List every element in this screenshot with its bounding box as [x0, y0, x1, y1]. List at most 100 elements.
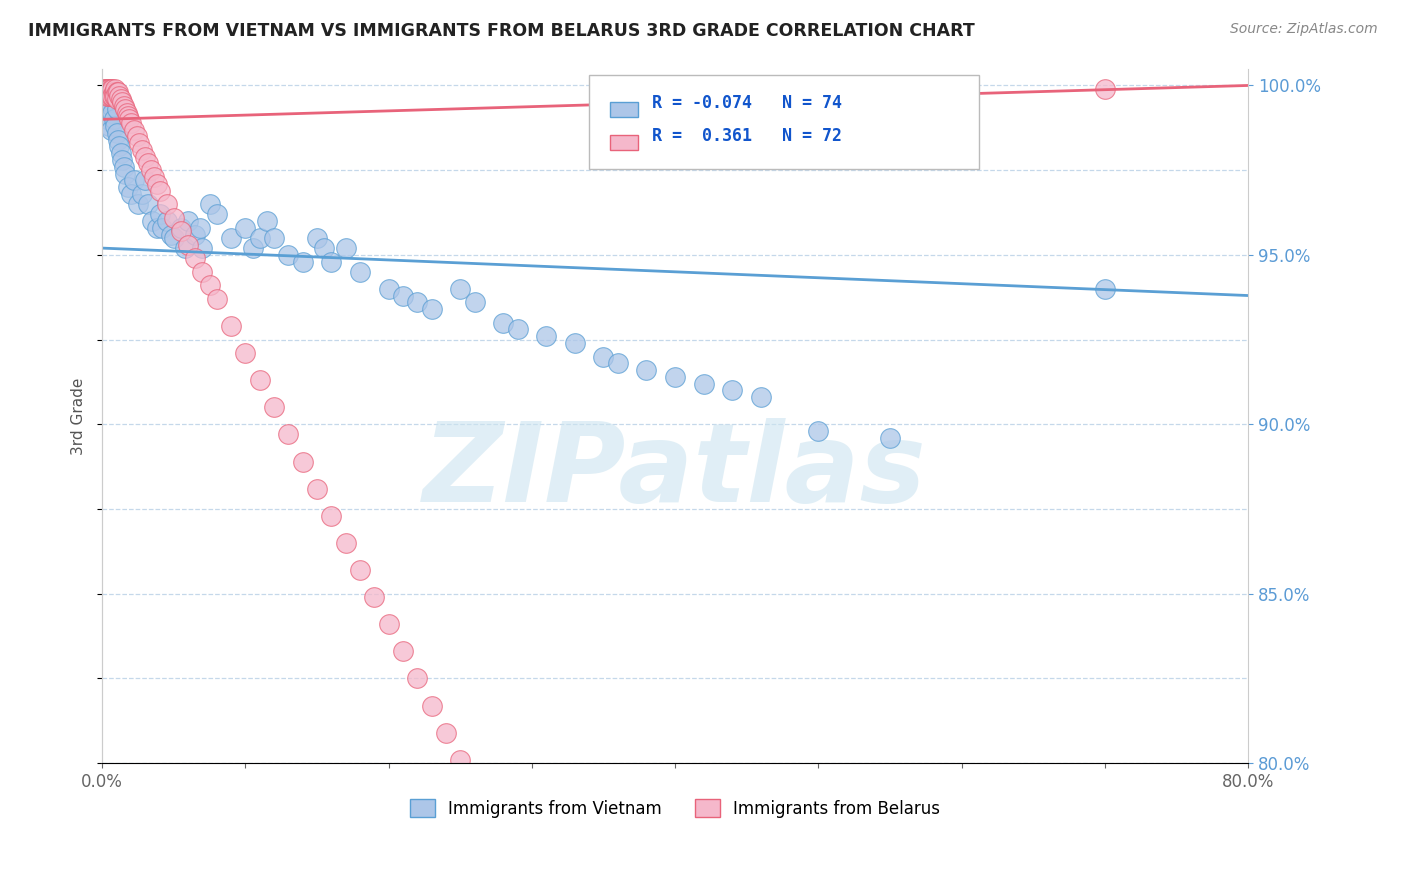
- Point: [377, 617, 399, 632]
- Point: [114, 102, 136, 116]
- Point: [96, 85, 118, 99]
- Point: [406, 672, 429, 686]
- Point: [150, 220, 173, 235]
- Point: [184, 227, 207, 242]
- Point: [606, 356, 628, 370]
- Point: [464, 295, 486, 310]
- Point: [219, 231, 242, 245]
- Point: [191, 265, 214, 279]
- Point: [96, 112, 118, 127]
- Point: [156, 197, 179, 211]
- Point: [1094, 282, 1116, 296]
- Point: [314, 241, 336, 255]
- Point: [105, 85, 128, 99]
- Point: [406, 295, 429, 310]
- Point: [163, 211, 186, 225]
- Point: [219, 319, 242, 334]
- Point: [305, 231, 328, 245]
- Point: [534, 329, 557, 343]
- Point: [392, 288, 415, 302]
- Point: [242, 241, 264, 255]
- Point: [263, 401, 285, 415]
- Text: ZIPatlas: ZIPatlas: [423, 417, 927, 524]
- Point: [108, 139, 131, 153]
- Point: [97, 85, 120, 99]
- Point: [105, 126, 128, 140]
- Point: [188, 220, 211, 235]
- Point: [107, 133, 129, 147]
- Point: [122, 173, 145, 187]
- Point: [112, 160, 135, 174]
- Point: [94, 82, 117, 96]
- Point: [120, 186, 142, 201]
- Point: [492, 834, 515, 848]
- Point: [177, 214, 200, 228]
- Point: [122, 122, 145, 136]
- Point: [110, 146, 132, 161]
- Point: [131, 186, 153, 201]
- Point: [98, 119, 121, 133]
- Point: [100, 88, 122, 103]
- Point: [807, 424, 830, 438]
- Point: [349, 265, 371, 279]
- Point: [96, 88, 118, 103]
- Point: [664, 369, 686, 384]
- Point: [305, 482, 328, 496]
- Point: [101, 88, 124, 103]
- Point: [163, 231, 186, 245]
- Point: [117, 180, 139, 194]
- Point: [111, 95, 134, 110]
- Legend: Immigrants from Vietnam, Immigrants from Belarus: Immigrants from Vietnam, Immigrants from…: [404, 793, 948, 824]
- Point: [115, 105, 138, 120]
- Point: [321, 508, 343, 523]
- Point: [104, 119, 127, 133]
- Point: [177, 237, 200, 252]
- Point: [506, 861, 529, 875]
- Point: [111, 153, 134, 167]
- Point: [142, 169, 165, 184]
- Point: [98, 82, 121, 96]
- Point: [249, 373, 271, 387]
- Point: [118, 112, 141, 127]
- Text: R = -0.074   N = 74: R = -0.074 N = 74: [652, 95, 842, 112]
- Point: [420, 698, 443, 713]
- Point: [110, 92, 132, 106]
- Point: [321, 254, 343, 268]
- Point: [104, 88, 127, 103]
- Point: [721, 384, 744, 398]
- Point: [112, 99, 135, 113]
- Point: [506, 322, 529, 336]
- Point: [198, 278, 221, 293]
- Point: [103, 88, 125, 103]
- Point: [174, 241, 197, 255]
- Point: [93, 85, 115, 99]
- Point: [291, 254, 314, 268]
- Point: [101, 105, 124, 120]
- Point: [277, 427, 299, 442]
- Bar: [610, 135, 638, 150]
- Point: [592, 350, 614, 364]
- Point: [128, 136, 150, 150]
- Point: [98, 95, 121, 110]
- Point: [263, 231, 285, 245]
- Point: [105, 92, 128, 106]
- Point: [97, 82, 120, 96]
- Text: Source: ZipAtlas.com: Source: ZipAtlas.com: [1230, 22, 1378, 37]
- Point: [277, 248, 299, 262]
- Point: [108, 88, 131, 103]
- Point: [363, 590, 385, 604]
- Point: [478, 807, 501, 822]
- Point: [105, 102, 128, 116]
- Point: [100, 82, 122, 96]
- Point: [136, 156, 159, 170]
- Point: [335, 536, 357, 550]
- Point: [420, 302, 443, 317]
- Point: [93, 82, 115, 96]
- Point: [335, 241, 357, 255]
- Point: [184, 252, 207, 266]
- Point: [434, 725, 457, 739]
- Point: [117, 109, 139, 123]
- Point: [98, 88, 121, 103]
- Point: [170, 224, 193, 238]
- Point: [449, 282, 471, 296]
